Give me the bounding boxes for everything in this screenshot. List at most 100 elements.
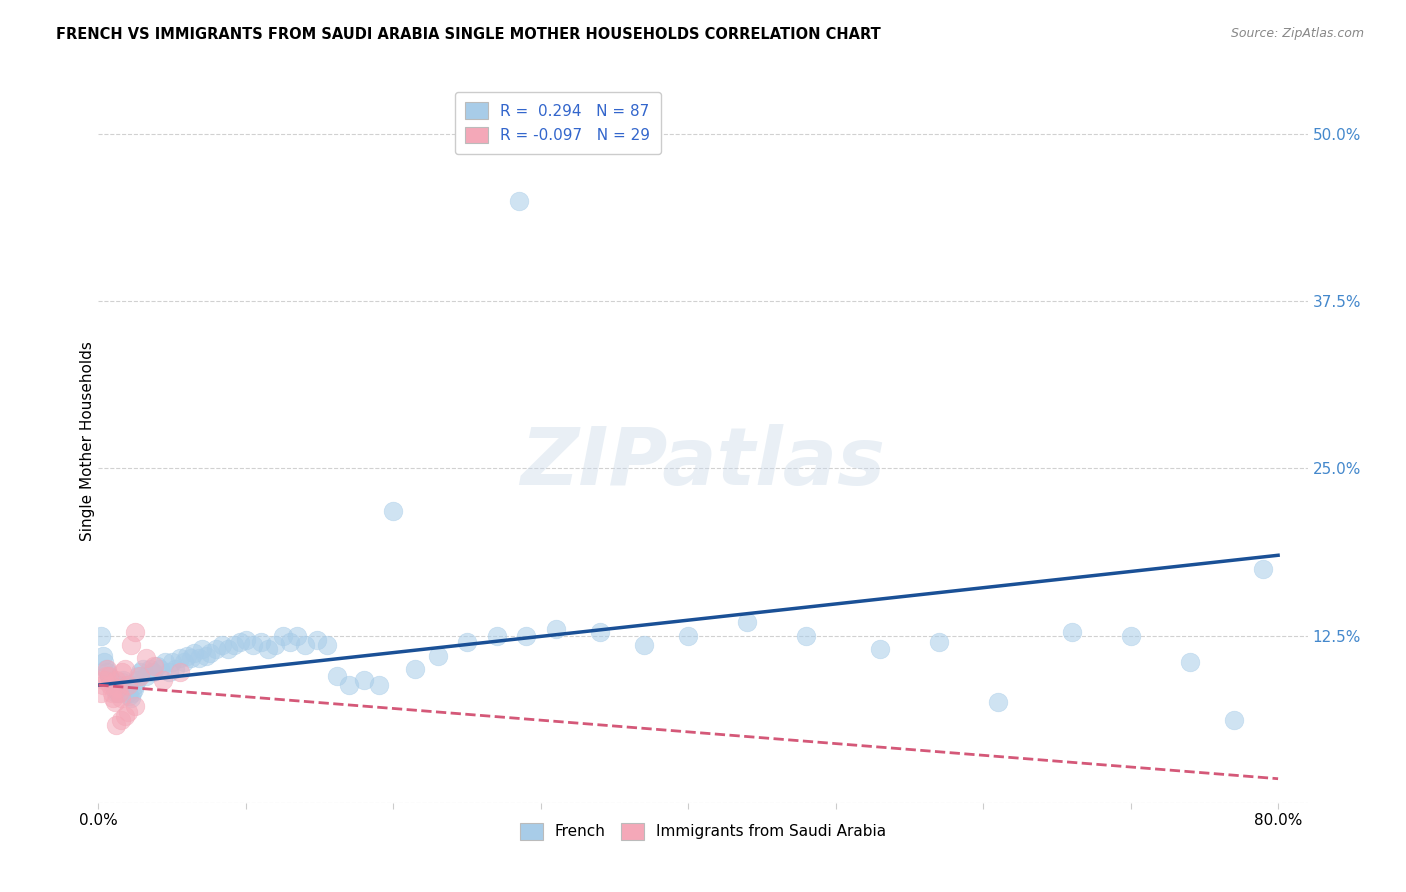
Point <box>426 648 449 663</box>
Point <box>90 628 112 642</box>
Point <box>96 662 118 676</box>
Point <box>190 642 212 657</box>
Point <box>187 651 209 665</box>
Point <box>122 681 145 696</box>
Point <box>124 699 146 714</box>
Point <box>249 635 271 649</box>
Point <box>97 669 120 683</box>
Point <box>120 691 142 706</box>
Point <box>117 705 139 719</box>
Text: Source: ZipAtlas.com: Source: ZipAtlas.com <box>1230 27 1364 40</box>
Point <box>110 678 132 692</box>
Point <box>173 655 195 669</box>
Point <box>211 638 233 652</box>
Point <box>98 678 121 692</box>
Point <box>264 638 287 652</box>
Point <box>169 651 191 665</box>
Point <box>305 632 328 647</box>
Point <box>169 665 191 679</box>
Point <box>678 628 700 642</box>
Point <box>108 681 131 696</box>
Point <box>278 635 301 649</box>
Point <box>1253 562 1275 576</box>
Point <box>114 678 136 692</box>
Point <box>157 665 180 679</box>
Point <box>200 646 222 660</box>
Point <box>118 689 141 703</box>
Point <box>515 628 537 642</box>
Point <box>1060 624 1083 639</box>
Point <box>205 642 228 657</box>
Point <box>110 713 132 727</box>
Point <box>153 655 176 669</box>
Point <box>111 665 134 679</box>
Point <box>100 686 122 700</box>
Point <box>121 686 143 700</box>
Point <box>97 669 120 683</box>
Point <box>1178 655 1201 669</box>
Point <box>139 662 162 676</box>
Legend: French, Immigrants from Saudi Arabia: French, Immigrants from Saudi Arabia <box>513 817 893 846</box>
Point <box>337 678 360 692</box>
Point <box>404 662 426 676</box>
Point <box>544 622 567 636</box>
Point <box>125 673 148 687</box>
Point <box>120 638 142 652</box>
Point <box>115 681 138 696</box>
Point <box>105 686 128 700</box>
Point <box>114 708 136 723</box>
Point <box>94 669 117 683</box>
Point <box>165 662 187 676</box>
Point <box>135 651 157 665</box>
Point <box>735 615 758 630</box>
Point <box>149 662 172 676</box>
Point <box>127 669 149 683</box>
Point <box>589 624 612 639</box>
Point <box>294 638 316 652</box>
Point <box>108 686 131 700</box>
Point <box>242 638 264 652</box>
Point <box>183 646 205 660</box>
Point <box>124 678 146 692</box>
Point <box>382 504 405 518</box>
Point <box>176 648 198 663</box>
Point <box>928 635 950 649</box>
Point <box>367 678 389 692</box>
Point <box>271 628 294 642</box>
Point <box>794 628 817 642</box>
Point <box>353 673 375 687</box>
Point <box>93 673 115 687</box>
Point <box>101 691 124 706</box>
Point <box>112 673 135 687</box>
Point <box>117 678 139 692</box>
Point <box>98 673 121 687</box>
Point <box>235 632 257 647</box>
Point <box>107 681 129 695</box>
Point <box>135 669 157 683</box>
Text: FRENCH VS IMMIGRANTS FROM SAUDI ARABIA SINGLE MOTHER HOUSEHOLDS CORRELATION CHAR: FRENCH VS IMMIGRANTS FROM SAUDI ARABIA S… <box>56 27 882 42</box>
Point <box>152 673 174 687</box>
Point <box>96 665 118 679</box>
Point <box>869 642 891 657</box>
Point <box>90 686 112 700</box>
Point <box>114 662 136 676</box>
Point <box>94 662 117 676</box>
Point <box>1223 713 1246 727</box>
Point <box>100 675 122 690</box>
Point <box>128 669 150 683</box>
Point <box>107 686 129 700</box>
Point <box>91 648 114 663</box>
Text: ZIPatlas: ZIPatlas <box>520 425 886 502</box>
Point <box>326 669 349 683</box>
Point <box>180 651 202 665</box>
Point <box>104 696 127 710</box>
Point <box>110 691 132 706</box>
Point <box>257 642 280 657</box>
Point <box>105 718 128 732</box>
Point <box>93 655 115 669</box>
Point <box>316 638 339 652</box>
Point <box>195 648 218 663</box>
Point <box>160 655 183 669</box>
Point <box>124 624 146 639</box>
Point <box>142 665 165 679</box>
